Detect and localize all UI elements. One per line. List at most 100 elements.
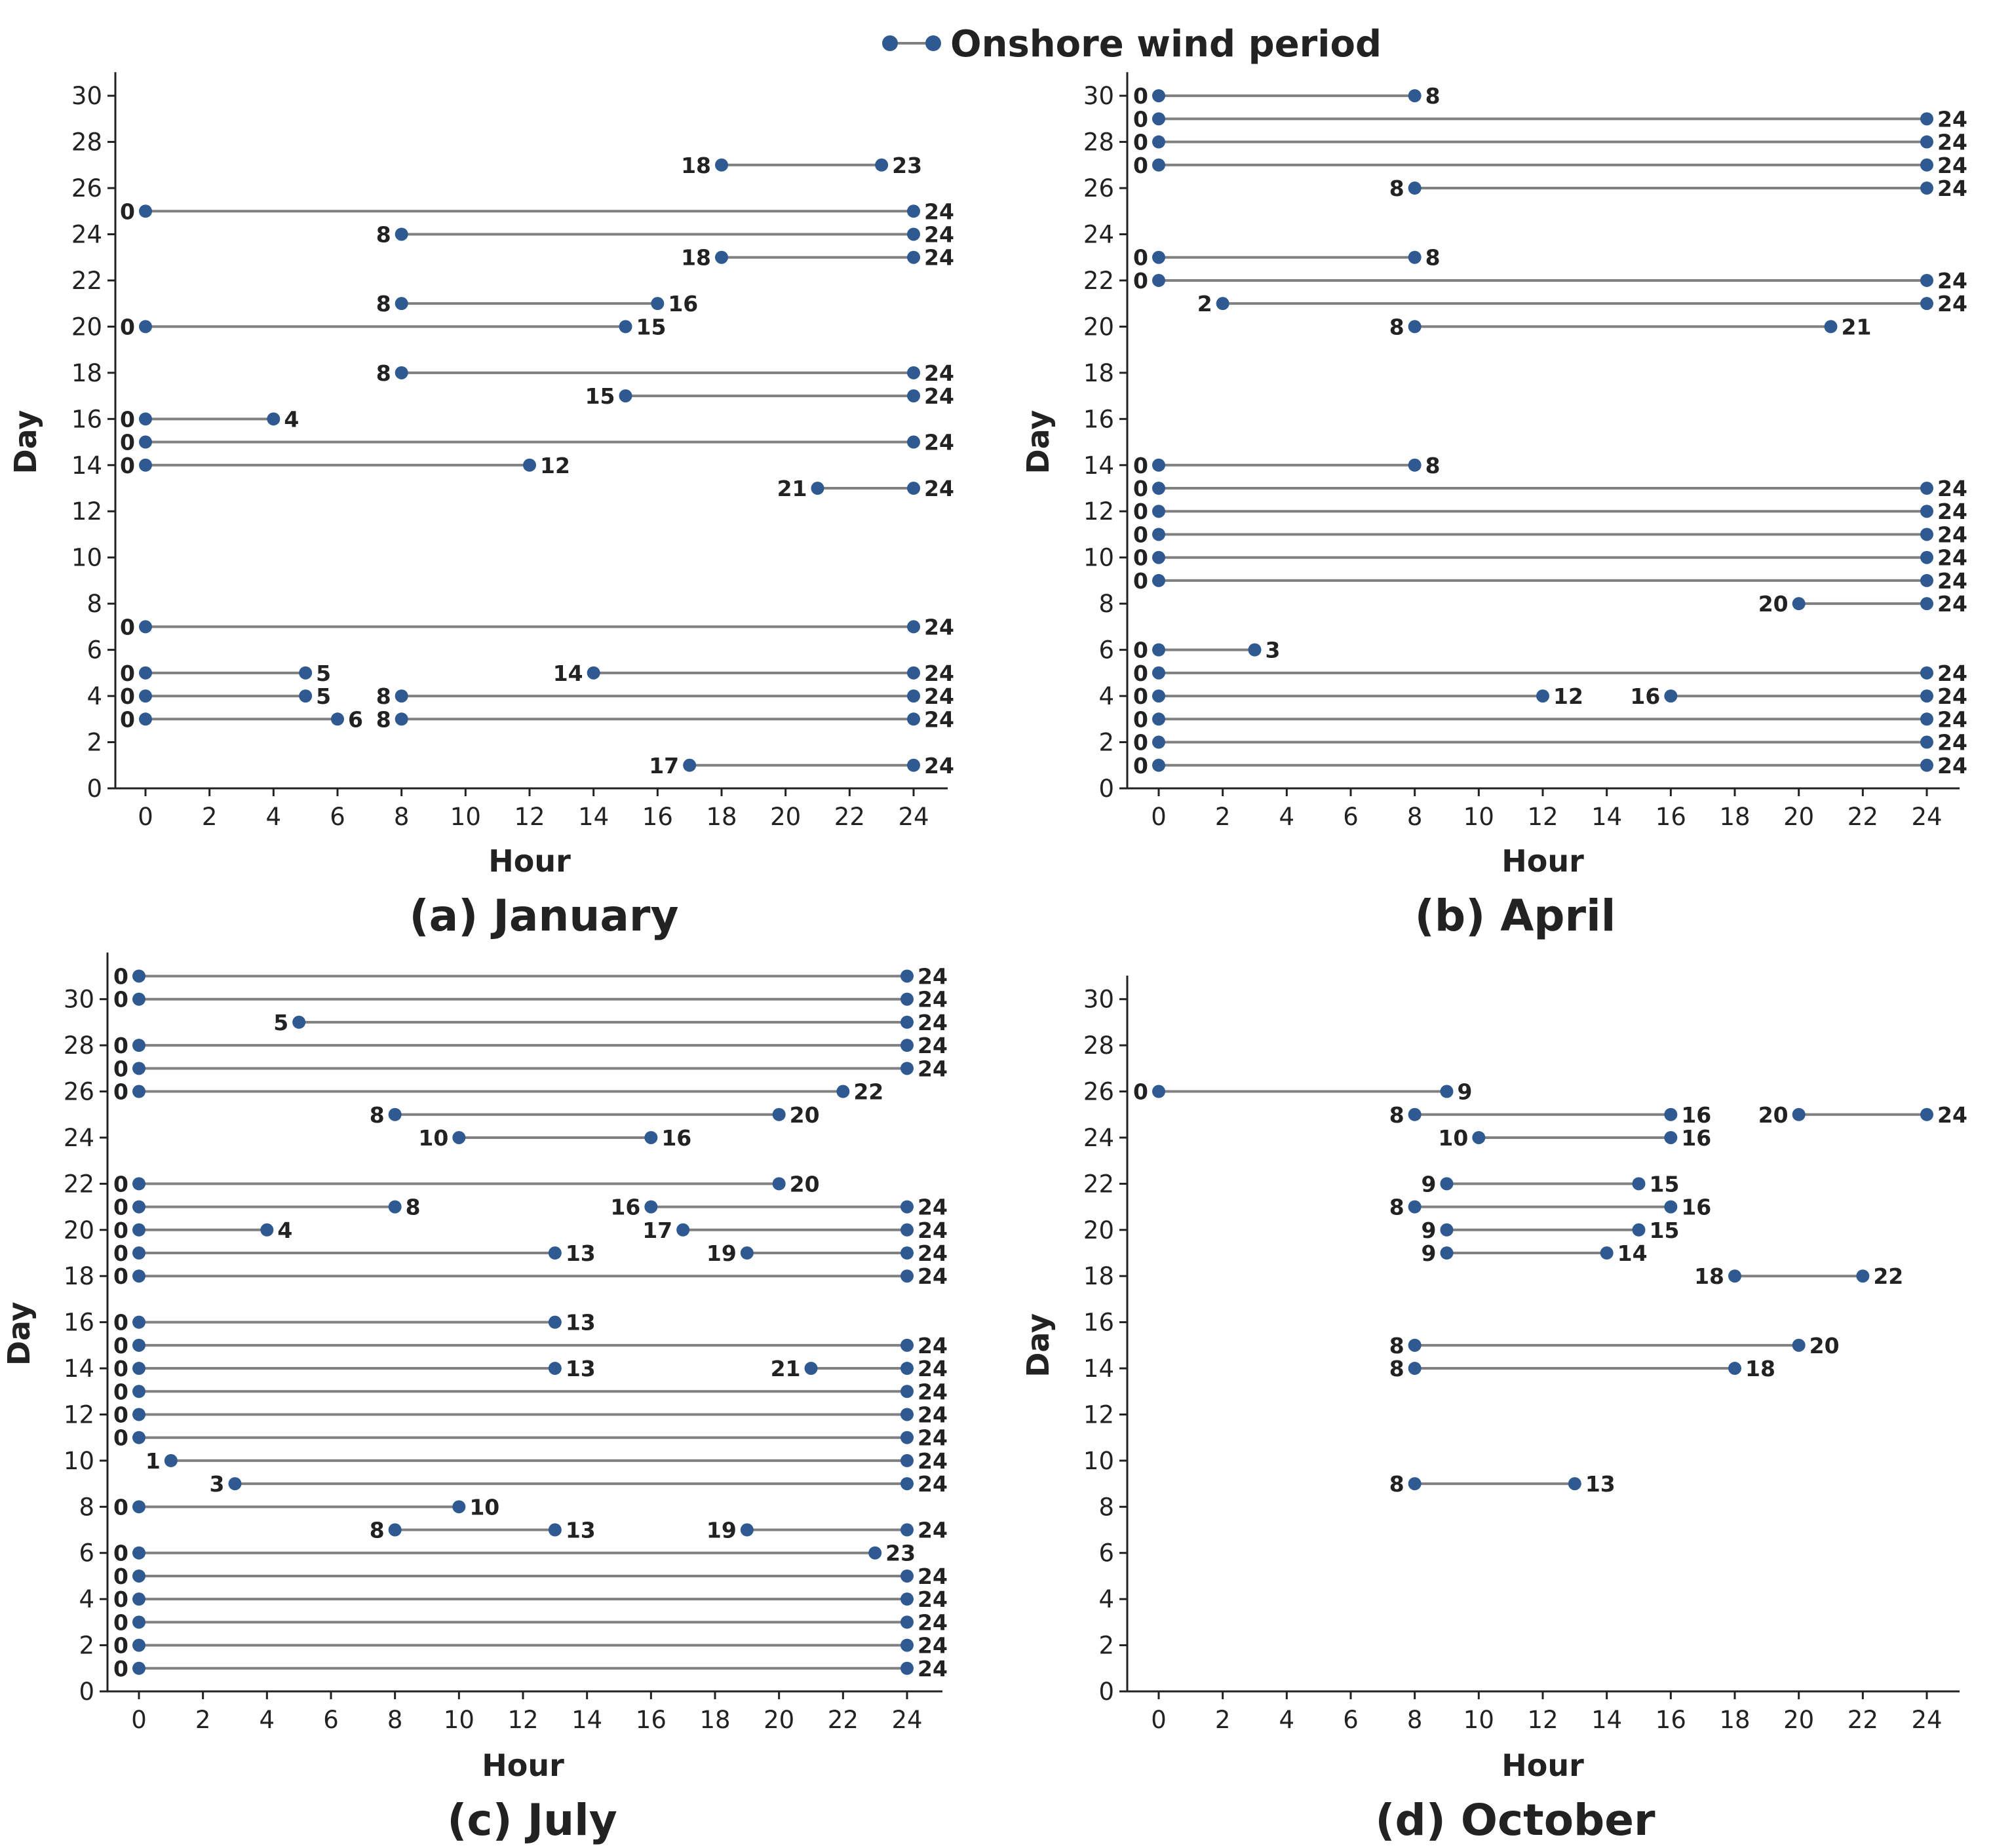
period-start-label: 8 — [1389, 1195, 1404, 1220]
period-start-marker — [292, 1015, 306, 1029]
period-start-label: 0 — [1133, 83, 1148, 109]
period-start-marker — [132, 969, 145, 983]
period-start-marker — [1440, 1223, 1454, 1237]
period-start-marker — [139, 712, 152, 726]
wind-period: 0 24 — [113, 963, 948, 989]
y-tick-label: 6 — [79, 1539, 94, 1568]
period-start-marker — [1152, 273, 1165, 287]
x-tick-label: 20 — [1783, 1706, 1814, 1734]
period-start-marker — [132, 1223, 145, 1237]
period-start-label: 0 — [120, 683, 135, 709]
wind-period: 8 24 — [376, 221, 954, 247]
y-tick-label: 30 — [64, 986, 94, 1014]
wind-period: 0 24 — [1133, 106, 1967, 132]
period-start-marker — [1408, 182, 1422, 195]
period-start-marker — [1408, 1200, 1422, 1214]
legend-marker-end — [925, 35, 941, 51]
period-end-label: 24 — [1937, 568, 1967, 594]
wind-period: 0 24 — [113, 1333, 948, 1358]
y-tick-label: 6 — [1098, 1539, 1114, 1568]
period-end-label: 24 — [918, 1033, 948, 1058]
period-start-marker — [715, 158, 728, 172]
period-start-label: 0 — [113, 1263, 128, 1289]
period-start-marker — [1152, 250, 1165, 264]
period-end-label: 24 — [918, 1056, 948, 1081]
x-tick-label: 0 — [138, 803, 153, 831]
period-start-label: 14 — [553, 661, 583, 686]
x-tick-label: 8 — [1407, 803, 1423, 831]
period-start-marker — [1152, 112, 1165, 126]
y-tick-label: 20 — [64, 1216, 94, 1244]
period-start-label: 0 — [113, 963, 128, 989]
period-end-marker — [1664, 1130, 1678, 1144]
period-start-marker — [132, 1431, 145, 1444]
period-end-label: 24 — [924, 706, 954, 732]
period-start-marker — [1472, 1130, 1486, 1144]
period-end-marker — [1920, 597, 1933, 611]
x-tick-label: 22 — [828, 1706, 859, 1734]
x-tick-label: 16 — [1655, 803, 1686, 831]
period-start-marker — [132, 1408, 145, 1421]
period-end-label: 24 — [918, 963, 948, 989]
period-start-label: 18 — [681, 245, 711, 271]
x-tick-label: 4 — [266, 803, 282, 831]
y-tick-label: 10 — [71, 544, 102, 572]
y-tick-label: 10 — [1083, 1447, 1114, 1475]
period-start-label: 8 — [376, 706, 391, 732]
period-end-marker — [900, 1477, 914, 1491]
period-end-label: 21 — [1842, 314, 1872, 339]
period-end-label: 20 — [790, 1171, 820, 1197]
period-end-marker — [1408, 250, 1422, 264]
period-start-label: 17 — [642, 1218, 672, 1243]
period-start-marker — [139, 412, 152, 426]
period-start-marker — [132, 1315, 145, 1329]
period-end-label: 8 — [1425, 83, 1441, 109]
wind-period: 0 24 — [120, 199, 954, 224]
x-tick-label: 16 — [636, 1706, 667, 1734]
wind-period: 8 20 — [370, 1102, 820, 1128]
wind-period: 18 24 — [681, 245, 954, 271]
period-start-label: 1 — [145, 1448, 161, 1474]
period-start-marker — [395, 297, 408, 311]
period-end-label: 4 — [277, 1218, 292, 1243]
x-tick-label: 4 — [260, 1706, 275, 1734]
period-end-marker — [907, 666, 920, 680]
period-start-label: 16 — [610, 1195, 640, 1220]
period-end-marker — [907, 689, 920, 703]
period-start-label: 8 — [370, 1102, 385, 1128]
y-tick-label: 12 — [71, 497, 102, 526]
wind-period: 9 15 — [1422, 1171, 1680, 1197]
wind-period: 0 24 — [1133, 153, 1967, 178]
period-start-label: 0 — [1133, 268, 1148, 294]
period-end-label: 24 — [918, 1241, 948, 1266]
period-start-marker — [1408, 320, 1422, 334]
period-end-marker — [907, 482, 920, 495]
period-start-label: 8 — [376, 683, 391, 709]
period-end-marker — [260, 1223, 274, 1237]
period-start-label: 0 — [113, 1656, 128, 1682]
period-end-marker — [1440, 1085, 1454, 1098]
period-end-marker — [900, 1269, 914, 1283]
x-tick-label: 0 — [1151, 803, 1167, 831]
x-tick-label: 10 — [450, 803, 481, 831]
y-tick-label: 30 — [71, 82, 102, 110]
period-start-marker — [132, 1039, 145, 1052]
y-tick-label: 28 — [1083, 1031, 1114, 1060]
period-end-label: 24 — [1937, 176, 1967, 201]
period-start-label: 0 — [113, 1195, 128, 1220]
wind-period: 20 24 — [1758, 1102, 1967, 1128]
period-start-label: 16 — [1630, 683, 1660, 709]
wind-period: 8 24 — [376, 683, 954, 709]
period-start-label: 3 — [210, 1471, 225, 1497]
x-axis-label: Hour — [1501, 843, 1584, 879]
wind-period: 21 24 — [771, 1356, 948, 1381]
period-end-label: 16 — [1681, 1125, 1711, 1151]
x-tick-label: 18 — [706, 803, 737, 831]
period-start-marker — [132, 1569, 145, 1583]
period-start-label: 9 — [1422, 1171, 1437, 1197]
x-tick-label: 20 — [770, 803, 801, 831]
period-end-marker — [548, 1362, 562, 1376]
period-end-label: 15 — [1650, 1218, 1680, 1243]
